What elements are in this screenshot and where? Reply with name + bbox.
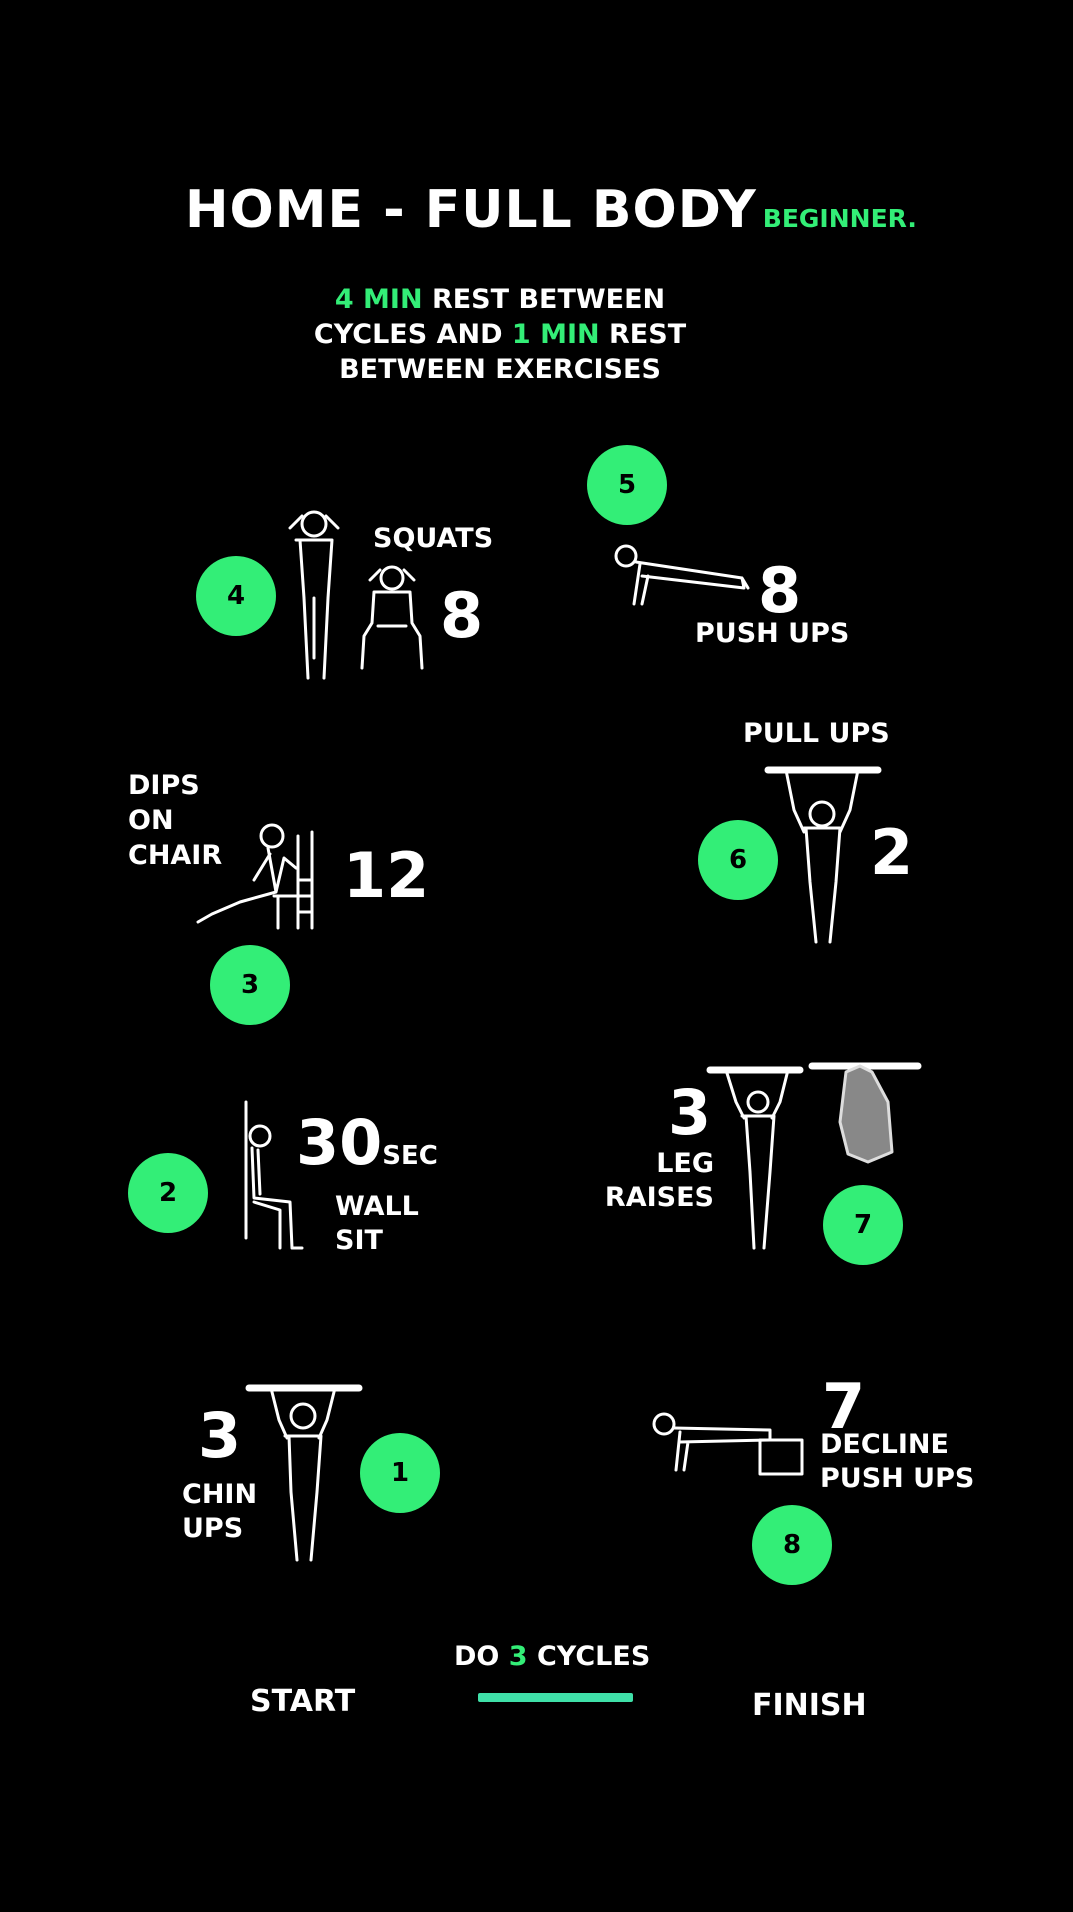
dips-label-line2: ON (128, 805, 174, 836)
page-title: HOME - FULL BODY BEGINNER. (185, 180, 917, 240)
chair-dip-figure-icon (196, 823, 314, 930)
decline-push-ups-reps: 7 (822, 1370, 866, 1443)
step-2-badge: 2 (128, 1153, 208, 1233)
wall-sit-reps: 30SEC (296, 1112, 438, 1187)
chin-ups-reps: 3 (198, 1399, 242, 1472)
start-label: START (250, 1684, 356, 1719)
step-4-badge: 4 (196, 556, 276, 636)
step-5-badge: 5 (587, 445, 667, 525)
decline-push-ups-label-line2: PUSH UPS (820, 1463, 975, 1494)
step-6-badge: 6 (698, 820, 778, 900)
finish-label: FINISH (752, 1688, 867, 1723)
pull-ups-label: PULL UPS (743, 718, 890, 749)
rest-text-1: REST BETWEEN (422, 284, 666, 315)
rest-text-4: BETWEEN EXERCISES (339, 354, 661, 385)
cycles-count: 3 (508, 1641, 528, 1672)
leg-raises-label: LEG RAISES (598, 1147, 714, 1215)
rest-cycle-minutes: 4 MIN (334, 284, 423, 315)
rest-text-3: REST (599, 319, 687, 350)
cycles-instruction: DO 3 CYCLES (454, 1640, 650, 1674)
dips-label-line1: DIPS (128, 770, 200, 801)
wall-sit-seconds: 30 (296, 1106, 383, 1179)
push-ups-label: PUSH UPS (695, 618, 850, 649)
level-badge: BEGINNER. (762, 204, 917, 233)
cycles-prefix: DO (454, 1641, 509, 1672)
dips-label: DIPS ON CHAIR (128, 768, 222, 873)
pull-ups-reps: 2 (870, 816, 914, 889)
push-ups-reps: 8 (758, 554, 802, 627)
squat-figure-icon (288, 510, 424, 680)
wall-sit-unit: SEC (382, 1141, 438, 1171)
step-3-badge: 3 (210, 945, 290, 1025)
chin-ups-label: CHIN UPS (182, 1478, 257, 1546)
step-1-badge: 1 (360, 1433, 440, 1513)
wall-sit-figure-icon (244, 1100, 304, 1250)
rest-instructions: 4 MIN REST BETWEEN CYCLES AND 1 MIN REST… (240, 282, 760, 387)
rest-text-2: CYCLES AND (313, 319, 512, 350)
cycle-progress-line (478, 1693, 633, 1702)
cycles-suffix: CYCLES (527, 1641, 651, 1672)
pull-up-figure-icon (764, 766, 882, 944)
chin-ups-label-line2: UPS (182, 1513, 244, 1544)
title-text: HOME - FULL BODY (185, 180, 757, 240)
decline-push-ups-label: DECLINE PUSH UPS (820, 1428, 974, 1496)
rest-exercise-minutes: 1 MIN (511, 319, 600, 350)
squats-reps: 8 (440, 579, 484, 652)
step-8-badge: 8 (752, 1505, 832, 1585)
wall-sit-label-line1: WALL (335, 1191, 419, 1222)
dips-reps: 12 (343, 839, 430, 912)
push-up-figure-icon (614, 544, 750, 606)
step-7-badge: 7 (823, 1185, 903, 1265)
chin-up-figure-icon (245, 1384, 363, 1562)
decline-push-up-figure-icon (652, 1412, 804, 1476)
wall-sit-label-line2: SIT (335, 1225, 383, 1256)
leg-raise-figure-icon (706, 1062, 922, 1250)
decline-push-ups-label-line1: DECLINE (820, 1429, 949, 1460)
leg-raises-label-line2: RAISES (604, 1182, 714, 1213)
wall-sit-label: WALL SIT (335, 1190, 419, 1258)
squats-label: SQUATS (373, 523, 494, 554)
leg-raises-reps: 3 (668, 1076, 712, 1149)
dips-label-line3: CHAIR (128, 840, 223, 871)
leg-raises-label-line1: LEG (656, 1148, 714, 1179)
chin-ups-label-line1: CHIN (182, 1479, 258, 1510)
